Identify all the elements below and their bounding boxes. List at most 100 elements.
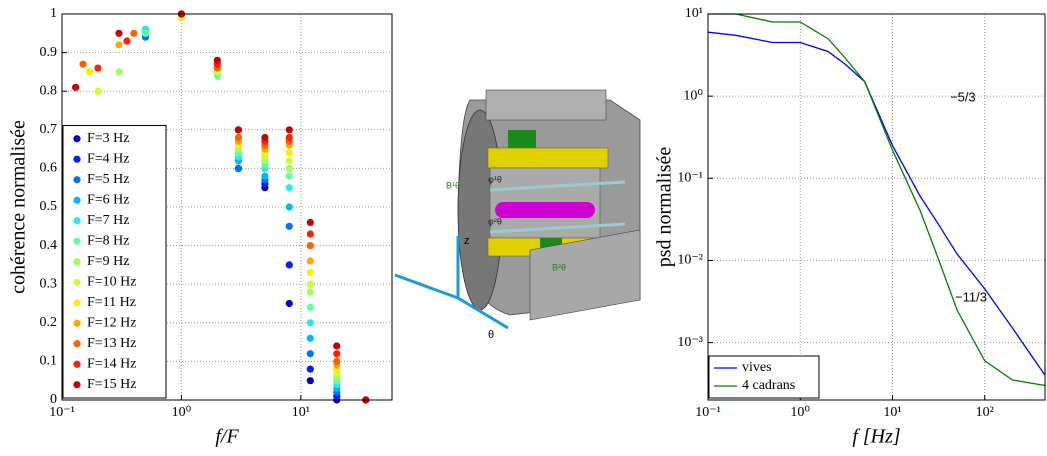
point [306,377,314,385]
chart: 10⁻¹ 10⁰ 10¹ 10² 10⁻³ 10⁻² 10⁻¹ 10⁰ 10¹ f [Hz] psd… [654,6,1046,448]
legend-label: F=9 Hz [87,254,130,269]
y-tick-label: 0.4 [40,238,58,253]
legend-marker [73,155,81,163]
y-tick-label: 0.7 [40,122,58,137]
y-tick-label: 10⁻³ [677,335,703,350]
point [333,342,341,350]
point [115,29,123,37]
legend-label: F=7 Hz [87,213,130,228]
legend-marker [73,340,81,348]
x-tick-label: 10¹ [292,405,310,420]
diagram-label: φ¹θ [488,174,502,184]
legend-marker [73,299,81,307]
legend-label: vives [742,360,772,375]
legend-label: 4 cadrans [742,378,795,393]
legend-marker [73,319,81,327]
y-tick-label: 10¹ [685,6,703,21]
magenta-rod [495,202,595,218]
point [306,230,314,238]
legend-label: F=13 Hz [87,336,137,351]
front-shell [529,229,641,321]
point [213,56,221,64]
y-tick-label: 10⁻¹ [677,171,703,186]
point [261,172,269,180]
legend-label: F=3 Hz [87,131,130,146]
x-tick-label: 10⁻¹ [49,405,75,420]
diagram-label: φ²θ [488,216,502,226]
y-axis-label: psd normalisée [654,147,676,268]
magnet [508,130,536,152]
point [306,242,314,250]
diagram-label: B¹θ [446,180,460,190]
point [234,164,242,172]
point [306,319,314,327]
y-tick-label: 1 [50,6,57,21]
point [306,257,314,265]
point [306,365,314,373]
point [306,218,314,227]
legend-marker [73,217,81,225]
point [85,68,94,76]
point [285,222,293,230]
y-tick-label: 0 [50,392,57,407]
diagram-label: θ [488,329,494,341]
legend-label: F=14 Hz [87,356,137,371]
legend-label: F=10 Hz [87,274,137,289]
point [306,269,314,277]
point [285,203,293,211]
chart: 10⁻¹ 10⁰ 10¹ 0 0.1 0.2 0.3 0.4 0.5 0.6 0.7 0.8 0.9 1 f… [8,6,393,448]
annotation: −11/3 [955,289,987,304]
legend-marker [73,278,81,286]
legend-label: F=8 Hz [87,233,130,248]
device-diagram: z r θ B¹θ B²θ φ¹θ φ²θ [380,89,641,341]
point [306,350,314,358]
x-tick-label: 10⁰ [790,405,810,420]
x-axis-label: f/F [215,426,239,448]
point [141,29,150,37]
legend-label: F=6 Hz [87,192,130,207]
y-tick-label: 0.6 [40,161,58,176]
yellow-plate [487,147,609,169]
point [115,41,123,49]
y-axis-label: cohérence normalisée [8,120,30,294]
legend-marker [73,258,81,266]
point [234,126,242,134]
point [285,172,293,180]
legend-label: F=4 Hz [87,151,130,166]
legend-label: F=5 Hz [87,172,130,187]
rod [489,180,626,192]
legend-marker [73,237,81,245]
point [306,334,314,342]
legend-marker [73,360,81,368]
x-tick-label: 10¹ [883,405,901,420]
legend-marker [73,135,81,143]
rod [489,222,626,234]
point [285,157,293,165]
y-tick-label: 10⁻² [677,253,703,268]
point [285,149,293,157]
legend-marker [73,381,81,389]
legend-marker [73,176,81,184]
legend-label: F=15 Hz [87,377,137,392]
point [115,68,123,76]
point [94,87,102,95]
legend-box [708,355,820,399]
point [130,29,138,37]
legend-label: F=11 Hz [87,295,136,310]
point [306,288,314,296]
point [261,133,269,142]
axis-arrow [394,273,459,300]
legend-marker [73,196,81,204]
top-block [485,89,607,121]
point [285,133,293,142]
point [234,133,242,142]
x-tick-label: 10⁰ [172,405,192,420]
point [94,64,102,72]
y-tick-label: 0.9 [40,45,58,60]
diagram-label: z [464,235,470,247]
y-tick-label: 0.2 [40,315,58,330]
y-tick-label: 0.8 [40,83,58,98]
point [72,83,80,91]
y-tick-label: 0.5 [40,199,58,214]
